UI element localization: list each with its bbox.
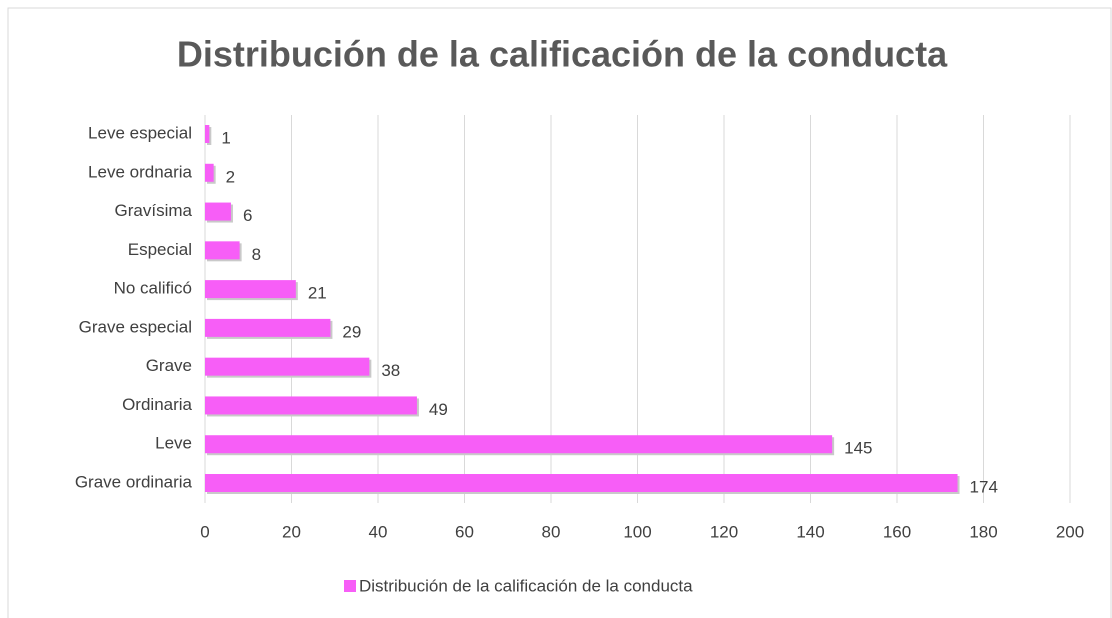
bar — [205, 357, 370, 376]
y-tick-label: Leve especial — [88, 123, 192, 142]
x-tick-label: 80 — [542, 522, 561, 541]
data-label: 2 — [226, 167, 235, 186]
data-label: 145 — [844, 439, 872, 458]
legend-label: Distribución de la calificación de la co… — [359, 576, 693, 595]
bar — [205, 396, 417, 415]
y-tick-label: Grave ordinaria — [75, 472, 193, 491]
x-tick-label: 0 — [200, 522, 209, 541]
x-tick-label: 200 — [1056, 522, 1084, 541]
data-label: 6 — [243, 206, 252, 225]
x-tick-label: 120 — [710, 522, 738, 541]
data-label: 21 — [308, 284, 327, 303]
bar — [205, 241, 240, 260]
x-tick-label: 40 — [369, 522, 388, 541]
x-tick-label: 180 — [969, 522, 997, 541]
data-label: 29 — [342, 322, 361, 341]
data-label: 8 — [252, 245, 261, 264]
x-tick-label: 160 — [883, 522, 911, 541]
chart-frame — [7, 7, 1112, 618]
y-tick-label: Grave — [146, 356, 192, 375]
y-tick-label: Leve ordnaria — [88, 162, 193, 181]
x-tick-label: 140 — [796, 522, 824, 541]
bar — [205, 474, 958, 492]
y-tick-label: Especial — [128, 240, 192, 259]
y-tick-label: Ordinaria — [122, 395, 192, 414]
bar — [205, 125, 210, 143]
bar — [205, 435, 833, 454]
data-label: 38 — [381, 361, 400, 380]
bar — [205, 318, 331, 337]
data-label: 1 — [221, 128, 230, 147]
x-tick-label: 20 — [282, 522, 301, 541]
x-tick-label: 60 — [455, 522, 474, 541]
y-tick-label: Gravísima — [115, 201, 193, 220]
chart-title: Distribución de la calificación de la co… — [177, 34, 948, 75]
bar — [205, 202, 231, 221]
data-label: 174 — [970, 477, 998, 496]
bar — [205, 163, 214, 182]
y-tick-label: No calificó — [114, 279, 192, 298]
y-tick-label: Leve — [155, 434, 192, 453]
data-label: 49 — [429, 400, 448, 419]
x-tick-label: 100 — [623, 522, 651, 541]
legend-swatch — [344, 580, 356, 592]
y-tick-label: Grave especial — [79, 317, 192, 336]
bar — [205, 280, 296, 299]
